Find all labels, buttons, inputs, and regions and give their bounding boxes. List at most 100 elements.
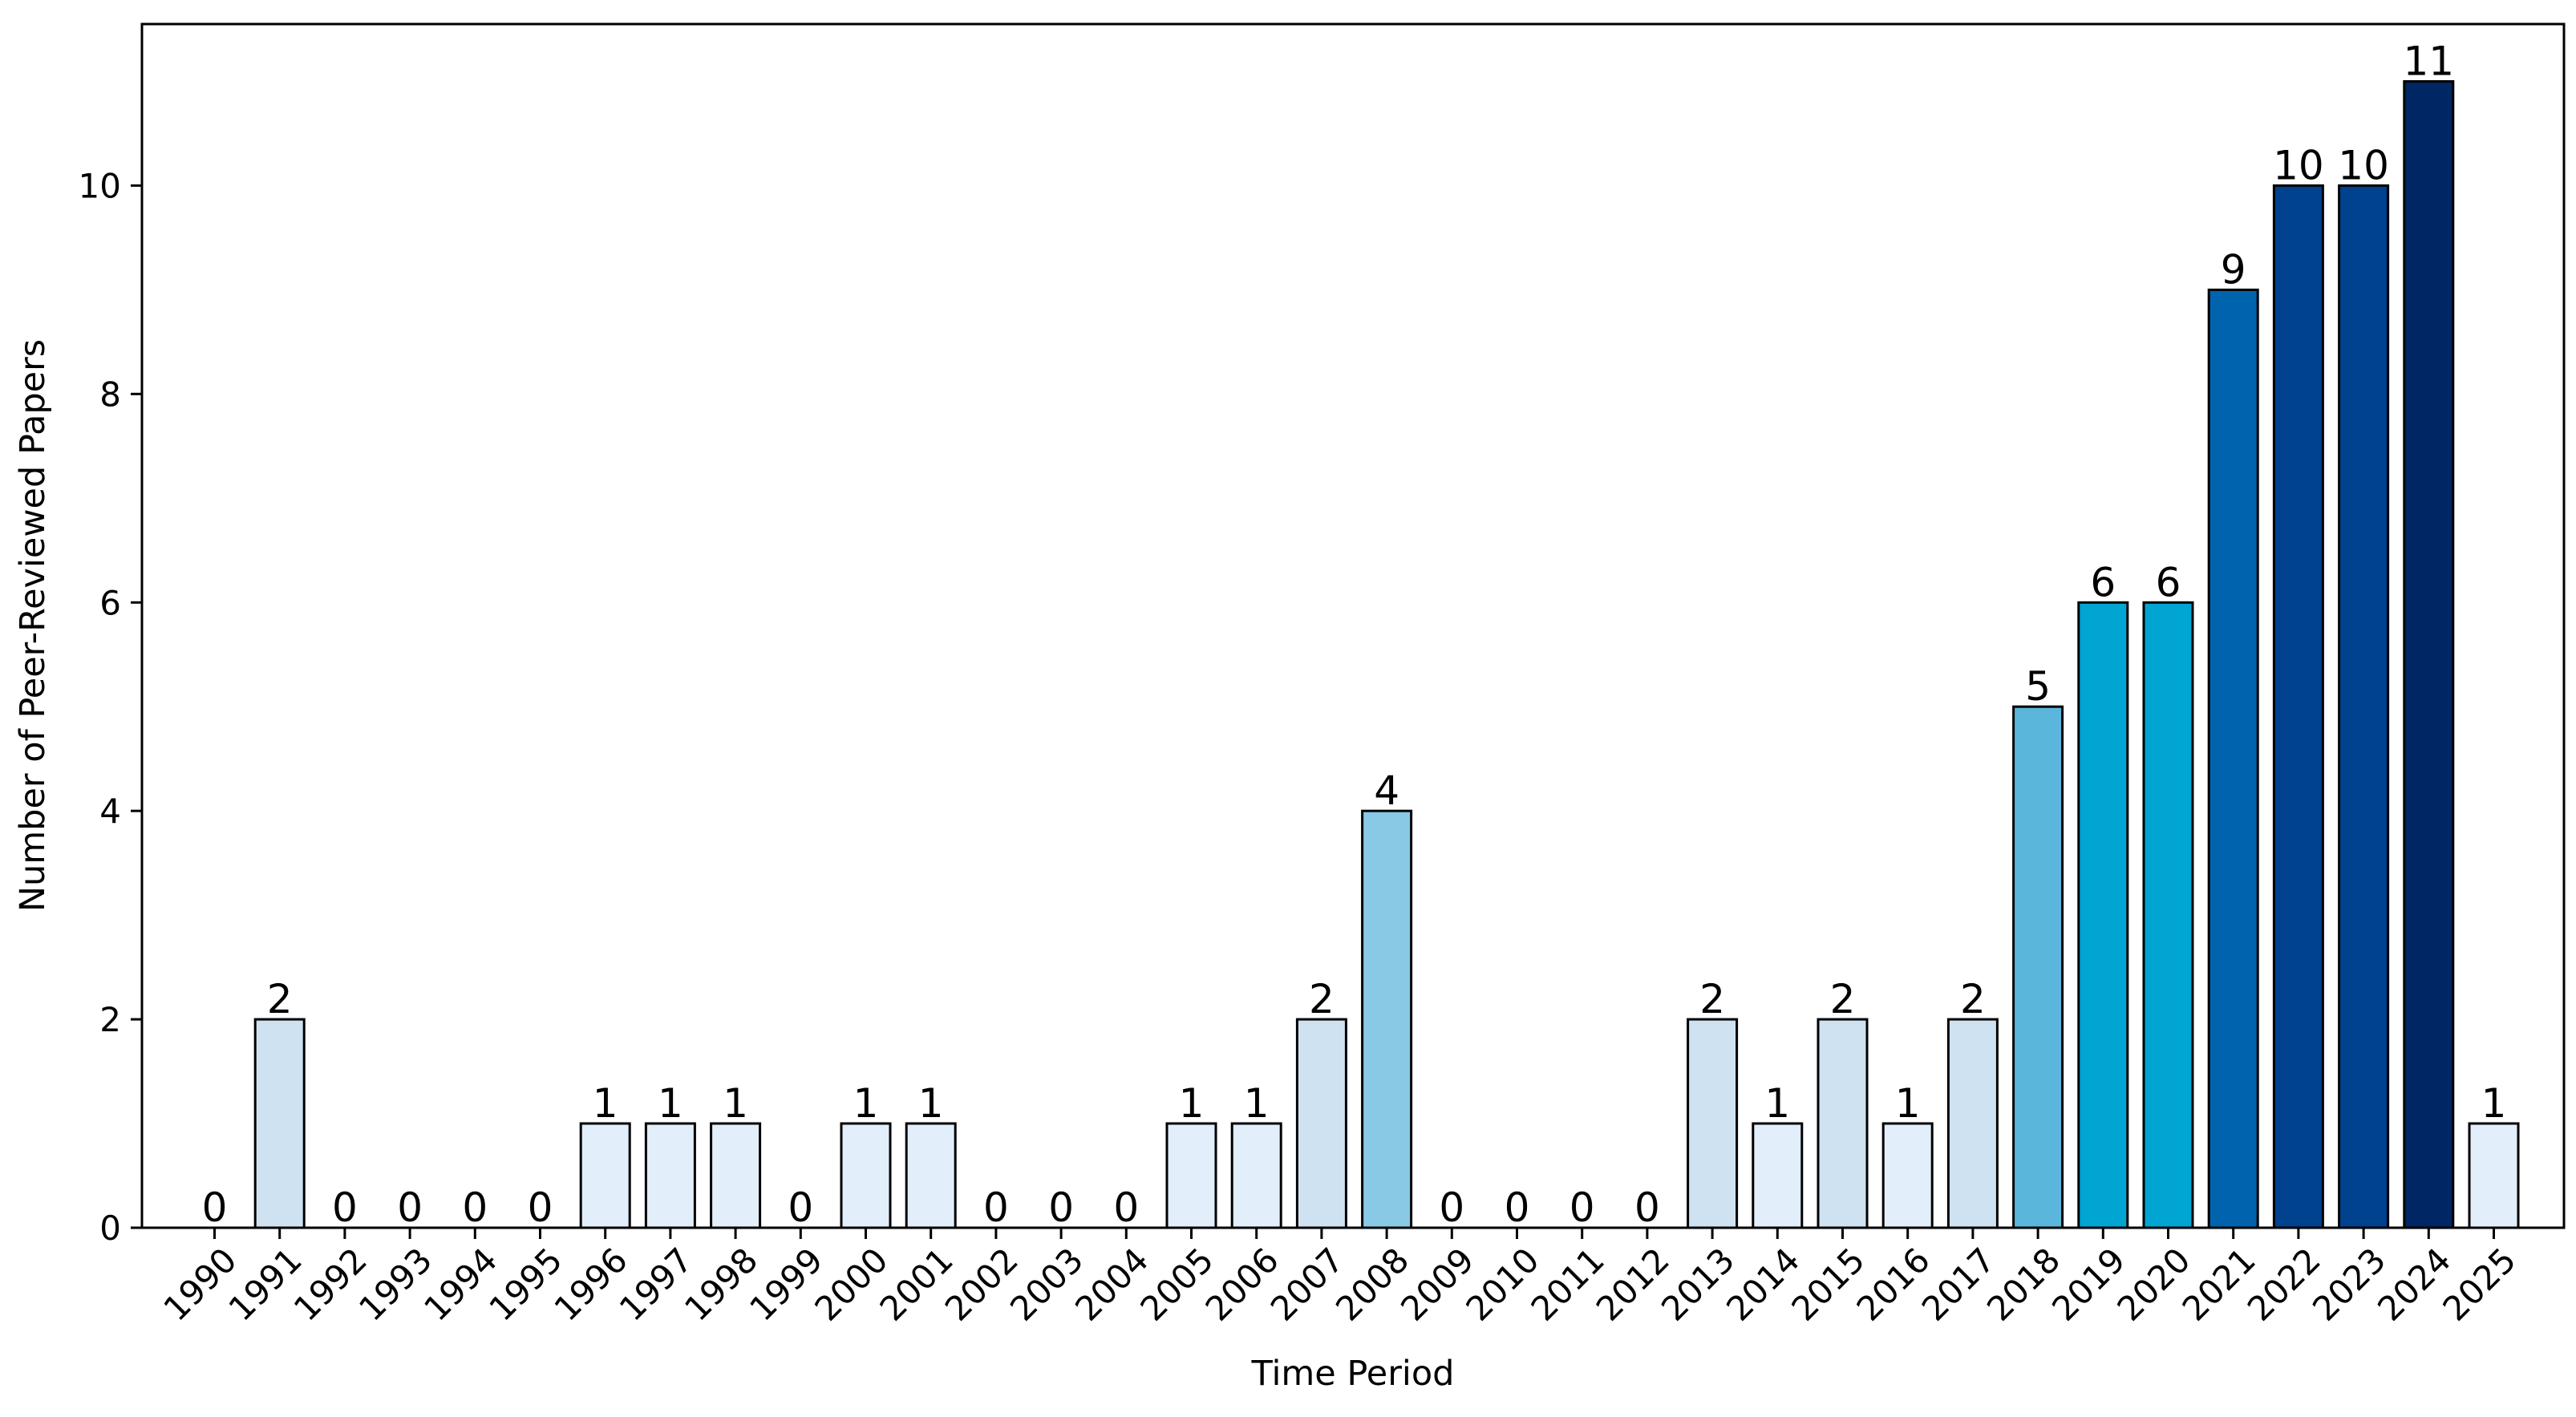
data-label-2019: 6 xyxy=(2090,559,2116,605)
x-tick-label-2020: 2020 xyxy=(2109,1240,2197,1328)
plot-frame xyxy=(140,22,2566,1229)
bar-2000 xyxy=(840,1122,892,1229)
data-label-1999: 0 xyxy=(788,1184,813,1231)
data-label-2010: 0 xyxy=(1505,1184,1530,1231)
x-axis: 1990199119921993199419951996199719981999… xyxy=(156,1228,2524,1329)
bar-1991 xyxy=(253,1018,306,1229)
data-label-2016: 1 xyxy=(1895,1080,1921,1127)
bar-2024 xyxy=(2403,80,2455,1229)
bars-layer xyxy=(253,80,2520,1229)
data-label-2003: 0 xyxy=(1048,1184,1074,1231)
x-axis-title: Time Period xyxy=(1251,1354,1455,1394)
x-tick-label-2003: 2003 xyxy=(1002,1240,1091,1328)
x-tick-label-2025: 2025 xyxy=(2435,1240,2523,1328)
y-tick-label-10: 10 xyxy=(79,166,121,205)
x-tick-label-1995: 1995 xyxy=(481,1240,569,1328)
bar-2013 xyxy=(1687,1018,1739,1229)
x-tick-label-2010: 2010 xyxy=(1458,1240,1546,1328)
y-tick-label-8: 8 xyxy=(99,374,121,414)
bar-2006 xyxy=(1230,1122,1282,1229)
data-label-1995: 0 xyxy=(528,1184,553,1231)
y-tick-label-6: 6 xyxy=(99,583,121,622)
data-label-2000: 1 xyxy=(853,1080,879,1127)
bar-2007 xyxy=(1295,1018,1347,1229)
x-tick-label-2007: 2007 xyxy=(1263,1240,1351,1328)
bar-2001 xyxy=(905,1122,957,1229)
x-tick-label-2016: 2016 xyxy=(1849,1240,1938,1328)
x-tick-label-2001: 2001 xyxy=(873,1240,961,1328)
data-label-2012: 0 xyxy=(1634,1184,1660,1231)
x-tick-label-2013: 2013 xyxy=(1654,1240,1742,1328)
x-tick-label-1994: 1994 xyxy=(416,1240,504,1328)
x-tick-label-1992: 1992 xyxy=(286,1240,375,1328)
bar-2020 xyxy=(2142,601,2194,1229)
bar-2015 xyxy=(1817,1018,1869,1229)
data-label-1993: 0 xyxy=(397,1184,423,1231)
x-tick-label-2006: 2006 xyxy=(1198,1240,1286,1328)
x-tick-label-1998: 1998 xyxy=(677,1240,765,1328)
x-tick-label-2021: 2021 xyxy=(2175,1240,2263,1328)
data-label-2014: 1 xyxy=(1764,1080,1790,1127)
x-tick-label-2011: 2011 xyxy=(1524,1240,1612,1328)
bar-1997 xyxy=(644,1122,696,1229)
data-label-1997: 1 xyxy=(658,1080,683,1127)
bar-2025 xyxy=(2468,1122,2520,1229)
data-label-2021: 9 xyxy=(2221,246,2246,293)
data-label-1991: 2 xyxy=(267,976,293,1022)
data-label-1990: 0 xyxy=(202,1184,228,1231)
data-label-1994: 0 xyxy=(462,1184,488,1231)
bar-2005 xyxy=(1165,1122,1217,1229)
x-tick-label-2012: 2012 xyxy=(1589,1240,1677,1328)
x-tick-label-2024: 2024 xyxy=(2370,1240,2458,1328)
data-label-2002: 0 xyxy=(983,1184,1009,1231)
x-tick-label-2000: 2000 xyxy=(807,1240,895,1328)
x-tick-label-1993: 1993 xyxy=(351,1240,439,1328)
x-tick-label-1990: 1990 xyxy=(156,1240,244,1328)
data-label-2005: 1 xyxy=(1179,1080,1205,1127)
x-tick-label-2004: 2004 xyxy=(1067,1240,1156,1328)
x-tick-label-1999: 1999 xyxy=(742,1240,830,1328)
data-label-2009: 0 xyxy=(1439,1184,1464,1231)
x-tick-label-2018: 2018 xyxy=(1979,1240,2068,1328)
x-tick-label-2022: 2022 xyxy=(2240,1240,2328,1328)
bar-2014 xyxy=(1752,1122,1804,1229)
y-tick-label-4: 4 xyxy=(99,791,121,831)
y-axis-title: Number of Peer-Reviewed Papers xyxy=(13,339,53,912)
bar-1998 xyxy=(710,1122,762,1229)
data-label-2020: 6 xyxy=(2156,559,2181,605)
data-label-2001: 1 xyxy=(918,1080,944,1127)
bar-2023 xyxy=(2338,184,2390,1229)
x-tick-label-2023: 2023 xyxy=(2305,1240,2393,1328)
bar-2018 xyxy=(2012,705,2064,1229)
bar-1996 xyxy=(579,1122,631,1229)
x-tick-label-2002: 2002 xyxy=(938,1240,1026,1328)
data-label-2025: 1 xyxy=(2481,1080,2507,1127)
bar-2008 xyxy=(1361,809,1413,1229)
data-label-2023: 10 xyxy=(2338,142,2389,188)
data-label-2018: 5 xyxy=(2025,663,2051,710)
x-tick-label-1997: 1997 xyxy=(612,1240,700,1328)
data-label-2022: 10 xyxy=(2273,142,2324,188)
bar-2016 xyxy=(1881,1122,1934,1229)
data-label-1996: 1 xyxy=(593,1080,618,1127)
x-tick-label-1996: 1996 xyxy=(547,1240,635,1328)
data-label-2006: 1 xyxy=(1244,1080,1270,1127)
data-label-2004: 0 xyxy=(1113,1184,1139,1231)
data-label-2013: 2 xyxy=(1699,976,1725,1022)
x-tick-label-2014: 2014 xyxy=(1719,1240,1807,1328)
bar-2019 xyxy=(2077,601,2129,1229)
x-tick-label-2015: 2015 xyxy=(1784,1240,1872,1328)
y-tick-label-2: 2 xyxy=(99,1000,121,1039)
data-label-2015: 2 xyxy=(1830,976,1856,1022)
bar-2017 xyxy=(1946,1018,1999,1229)
x-tick-label-1991: 1991 xyxy=(221,1240,310,1328)
y-tick-label-0: 0 xyxy=(99,1208,121,1248)
data-label-1998: 1 xyxy=(723,1080,748,1127)
data-label-2007: 2 xyxy=(1309,976,1335,1022)
bar-2022 xyxy=(2272,184,2324,1229)
data-label-2024: 11 xyxy=(2403,38,2454,85)
data-label-2011: 0 xyxy=(1569,1184,1595,1231)
x-tick-label-2008: 2008 xyxy=(1328,1240,1416,1328)
